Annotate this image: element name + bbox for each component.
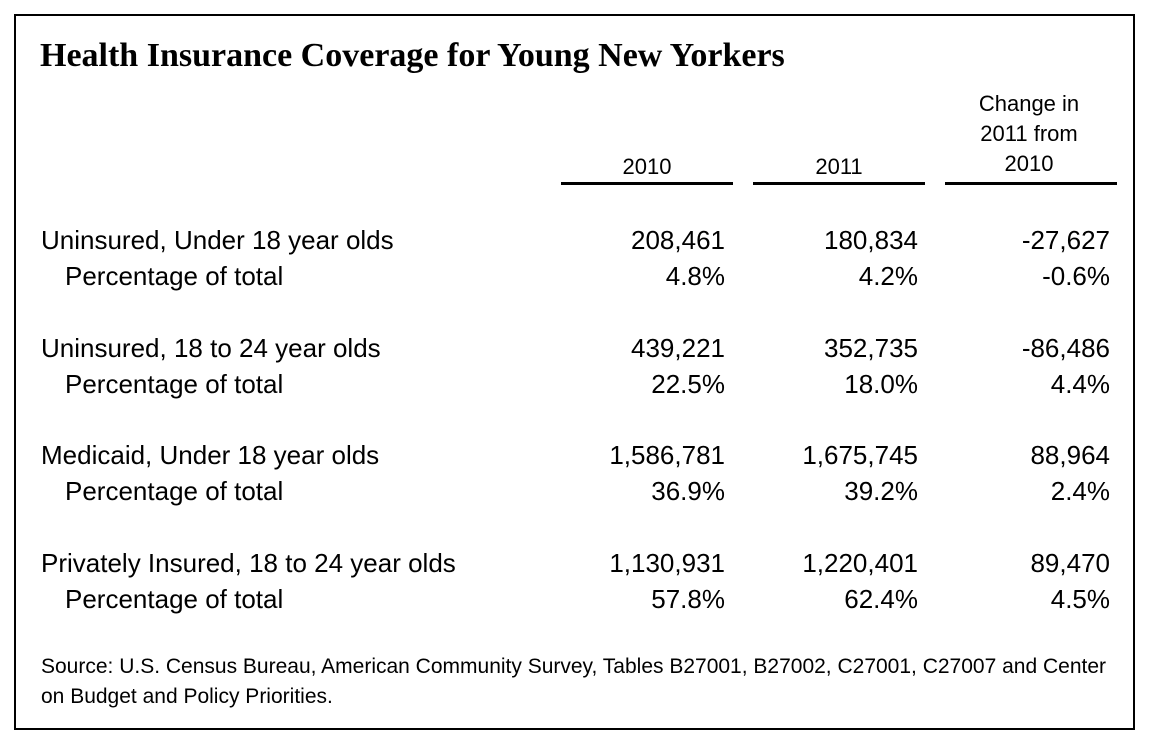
source-note: Source: U.S. Census Bureau, American Com…: [41, 655, 1107, 708]
table-cell: 439,221: [631, 333, 725, 363]
column-header-2010: 2010: [622, 154, 672, 179]
row-sublabel: Percentage of total: [65, 369, 284, 399]
table-cell: 57.8%: [651, 584, 725, 614]
table-row: Percentage of total 22.5% 18.0% 4.4%: [0, 366, 1153, 402]
table-cell: 88,964: [1030, 440, 1110, 470]
table-row: Privately Insured, 18 to 24 year olds 1,1…: [0, 545, 1153, 581]
column-header-change: Change in 2011 from 2010: [978, 91, 1080, 176]
table-cell: 36.9%: [651, 476, 725, 506]
row-label: Privately Insured, 18 to 24 year olds: [41, 548, 456, 578]
table-cell: -0.6%: [1042, 261, 1110, 291]
table-cell: 22.5%: [651, 369, 725, 399]
header-rule-change: [945, 182, 1117, 185]
header-rule-2011: [753, 182, 925, 185]
table-row: Uninsured, Under 18 year olds 208,461 180,…: [0, 222, 1153, 258]
table-cell: 4.2%: [858, 261, 918, 291]
header-rule-2010: [561, 182, 733, 185]
table-cell: -27,627: [1021, 225, 1110, 255]
table-cell: -86,486: [1021, 333, 1110, 363]
table-cell: 4.8%: [665, 261, 725, 291]
table-cell: 1,130,931: [609, 548, 725, 578]
table-cell: 180,834: [824, 225, 918, 255]
table-cell: 18.0%: [844, 369, 918, 399]
table-row: Percentage of total 36.9% 39.2% 2.4%: [0, 473, 1153, 509]
table-cell: 2.4%: [1050, 476, 1110, 506]
row-sublabel: Percentage of total: [65, 476, 284, 506]
row-sublabel: Percentage of total: [65, 261, 284, 291]
table-frame: [14, 14, 1135, 730]
table-cell: 62.4%: [844, 584, 918, 614]
table-cell: 208,461: [631, 225, 725, 255]
row-label: Uninsured, Under 18 year olds: [41, 225, 394, 255]
column-header-2011: 2011: [815, 154, 863, 179]
table-cell: 89,470: [1030, 548, 1110, 578]
row-sublabel: Percentage of total: [65, 584, 284, 614]
table-cell: 1,675,745: [802, 440, 918, 470]
table-cell: 4.5%: [1050, 584, 1110, 614]
table-row: Percentage of total 4.8% 4.2% -0.6%: [0, 258, 1153, 294]
table-cell: 352,735: [824, 333, 918, 363]
table-row: Percentage of total 57.8% 62.4% 4.5%: [0, 581, 1153, 617]
table-cell: 4.4%: [1050, 369, 1110, 399]
table-row: Uninsured, 18 to 24 year olds 439,221 352,…: [0, 330, 1153, 366]
row-label: Uninsured, 18 to 24 year olds: [41, 333, 381, 363]
table-title: Health Insurance Coverage for Young New …: [40, 37, 785, 74]
table-cell: 39.2%: [844, 476, 918, 506]
table-row: Medicaid, Under 18 year olds 1,586,781 1,6…: [0, 437, 1153, 473]
table-cell: 1,220,401: [802, 548, 918, 578]
table-cell: 1,586,781: [609, 440, 725, 470]
row-label: Medicaid, Under 18 year olds: [41, 440, 380, 470]
